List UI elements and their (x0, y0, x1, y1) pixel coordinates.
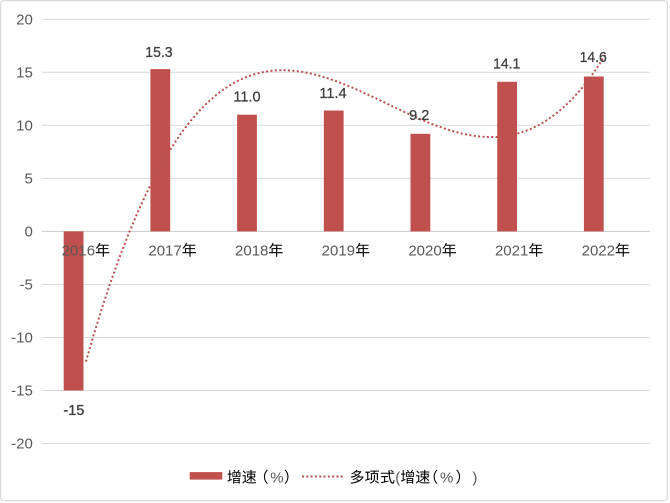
svg-text:20: 20 (16, 11, 33, 28)
svg-text:2022: 2022 (582, 243, 615, 260)
svg-text:10: 10 (16, 117, 33, 134)
svg-text:%: % (440, 470, 453, 487)
svg-text:5: 5 (24, 170, 32, 187)
svg-text:11.4: 11.4 (319, 85, 346, 102)
svg-text:-10: -10 (11, 330, 33, 347)
svg-text:11.0: 11.0 (233, 89, 260, 106)
svg-text:2017: 2017 (148, 243, 181, 260)
svg-text:15: 15 (16, 64, 33, 81)
svg-text:-5: -5 (19, 276, 32, 293)
svg-text:15.3: 15.3 (145, 44, 172, 61)
svg-text:2016: 2016 (62, 243, 95, 260)
svg-text:2019: 2019 (322, 243, 355, 260)
svg-text:0: 0 (24, 223, 32, 240)
svg-text:-15: -15 (11, 383, 33, 400)
svg-text:2018: 2018 (235, 243, 268, 260)
svg-text:2021: 2021 (495, 243, 528, 260)
svg-text:(: ( (395, 470, 400, 487)
svg-text:-15: -15 (63, 402, 84, 419)
svg-text:9.2: 9.2 (409, 107, 429, 124)
svg-text:): ) (472, 470, 477, 487)
svg-text:-20: -20 (11, 436, 33, 453)
svg-text:14.6: 14.6 (580, 49, 607, 66)
svg-text:%: % (270, 470, 283, 487)
svg-text:14.1: 14.1 (493, 56, 520, 73)
svg-text:2020: 2020 (408, 243, 441, 260)
